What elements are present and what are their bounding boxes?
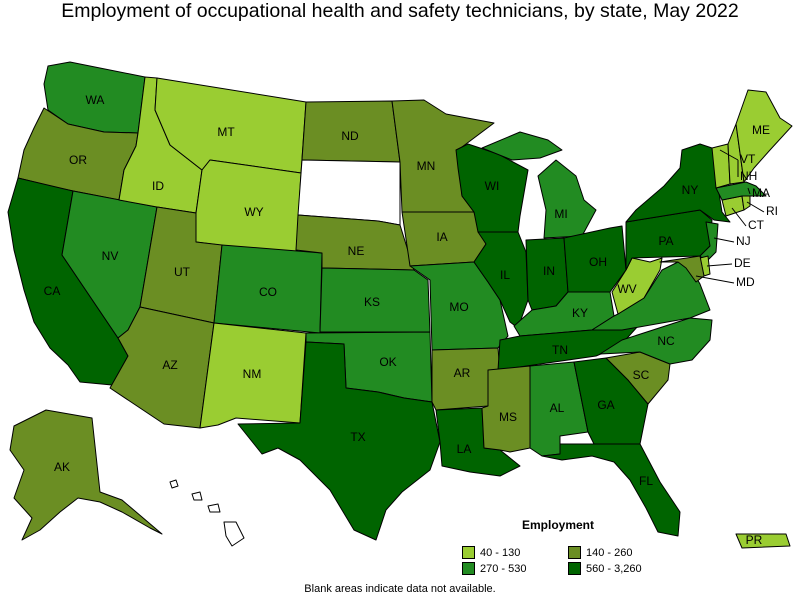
- state-label-il: IL: [500, 268, 510, 282]
- state-label-la: LA: [457, 442, 472, 456]
- state-label-ga: GA: [597, 398, 614, 412]
- state-label-nm: NM: [243, 367, 262, 381]
- legend-swatch: [568, 546, 581, 559]
- state-label-ky: KY: [572, 306, 588, 320]
- state-label-mn: MN: [417, 159, 436, 173]
- legend-title: Employment: [522, 518, 595, 532]
- state-label-id: ID: [152, 179, 164, 193]
- state-label-pr: PR: [746, 533, 763, 547]
- legend-item: 270 - 530: [462, 562, 526, 575]
- state-fl[interactable]: [541, 443, 681, 537]
- state-label-in: IN: [543, 264, 555, 278]
- state-nc[interactable]: [599, 317, 713, 365]
- leader-line-vt: [719, 149, 739, 161]
- state-label-ok: OK: [379, 355, 396, 369]
- state-label-md: MD: [736, 275, 755, 289]
- legend-label: 560 - 3,260: [586, 562, 642, 575]
- state-ms[interactable]: [481, 365, 531, 453]
- state-label-fl: FL: [639, 474, 653, 488]
- leader-line-ct: [731, 207, 747, 227]
- leader-line-ma: [747, 187, 751, 195]
- state-label-wa: WA: [86, 93, 105, 107]
- state-label-pa: PA: [658, 234, 673, 248]
- state-tx[interactable]: [237, 341, 441, 541]
- legend-label: 40 - 130: [480, 546, 521, 559]
- state-label-ia: IA: [436, 230, 447, 244]
- state-label-al: AL: [550, 401, 565, 415]
- legend-label: 140 - 260: [586, 546, 633, 559]
- leader-line-nj: [713, 237, 735, 243]
- state-label-wi: WI: [485, 179, 500, 193]
- legend-label: 270 - 530: [480, 562, 527, 575]
- state-label-nj: NJ: [736, 234, 751, 248]
- state-label-oh: OH: [589, 255, 607, 269]
- state-label-tx: TX: [350, 430, 365, 444]
- state-label-ct: CT: [748, 218, 765, 232]
- state-label-ri: RI: [766, 204, 778, 218]
- legend-item: 560 - 3,260: [568, 562, 642, 575]
- state-pr[interactable]: [735, 533, 791, 549]
- state-label-ak: AK: [54, 460, 70, 474]
- state-label-wv: WV: [617, 282, 636, 296]
- state-ma[interactable]: [715, 181, 767, 201]
- state-label-sc: SC: [633, 368, 650, 382]
- state-label-mo: MO: [449, 300, 468, 314]
- state-label-nh: NH: [740, 169, 757, 183]
- state-label-tn: TN: [552, 343, 568, 357]
- state-label-ne: NE: [348, 244, 365, 258]
- leader-line-ri: [746, 201, 765, 213]
- state-ks[interactable]: [319, 267, 431, 333]
- state-label-de: DE: [734, 256, 751, 270]
- state-label-nc: NC: [657, 334, 675, 348]
- state-label-ar: AR: [454, 366, 471, 380]
- state-label-nd: ND: [341, 129, 359, 143]
- state-label-nv: NV: [102, 249, 119, 263]
- state-label-ny: NY: [682, 183, 699, 197]
- legend-swatch: [462, 546, 475, 559]
- state-ak[interactable]: [9, 409, 163, 541]
- legend-swatch: [462, 562, 475, 575]
- state-mi[interactable]: [481, 131, 597, 239]
- state-label-me: ME: [752, 123, 770, 137]
- state-md[interactable]: [659, 255, 705, 283]
- state-il[interactable]: [473, 231, 529, 329]
- state-sd[interactable]: [297, 159, 401, 226]
- state-label-ks: KS: [364, 295, 380, 309]
- state-label-mt: MT: [217, 125, 235, 139]
- state-me[interactable]: [735, 89, 793, 183]
- state-label-ut: UT: [174, 265, 191, 279]
- state-label-vt: VT: [740, 152, 756, 166]
- leader-line-de: [706, 263, 733, 267]
- state-label-mi: MI: [554, 207, 567, 221]
- state-label-co: CO: [259, 285, 277, 299]
- state-hi[interactable]: [169, 479, 245, 547]
- legend-swatch: [568, 562, 581, 575]
- state-label-az: AZ: [162, 358, 177, 372]
- state-label-ca: CA: [44, 284, 61, 298]
- state-label-ma: MA: [752, 186, 770, 200]
- footnote: Blank areas indicate data not available.: [304, 583, 496, 595]
- state-label-ms: MS: [499, 410, 517, 424]
- map-title: Employment of occupational health and sa…: [61, 0, 739, 22]
- state-label-wy: WY: [244, 205, 263, 219]
- leader-line-md: [695, 275, 735, 284]
- state-label-or: OR: [69, 153, 87, 167]
- legend-item: 40 - 130: [462, 546, 520, 559]
- legend-item: 140 - 260: [568, 546, 632, 559]
